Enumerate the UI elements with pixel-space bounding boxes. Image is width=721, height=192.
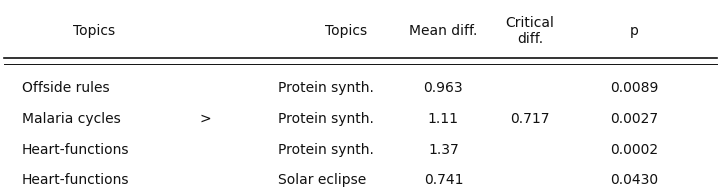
Text: 1.37: 1.37 — [428, 143, 459, 157]
Text: Heart-functions: Heart-functions — [22, 174, 129, 187]
Text: Heart-functions: Heart-functions — [22, 143, 129, 157]
Text: Topics: Topics — [73, 24, 115, 38]
Text: Solar eclipse: Solar eclipse — [278, 174, 366, 187]
Text: 0.0089: 0.0089 — [610, 81, 659, 95]
Text: 0.741: 0.741 — [424, 174, 463, 187]
Text: p: p — [630, 24, 639, 38]
Text: Protein synth.: Protein synth. — [278, 81, 373, 95]
Text: 0.0027: 0.0027 — [611, 112, 658, 126]
Text: Topics: Topics — [325, 24, 367, 38]
Text: 0.717: 0.717 — [510, 112, 549, 126]
Text: Malaria cycles: Malaria cycles — [22, 112, 120, 126]
Text: Offside rules: Offside rules — [22, 81, 110, 95]
Text: Protein synth.: Protein synth. — [278, 143, 373, 157]
Text: Critical
diff.: Critical diff. — [505, 16, 554, 46]
Text: Protein synth.: Protein synth. — [278, 112, 373, 126]
Text: 0.0002: 0.0002 — [611, 143, 658, 157]
Text: 1.11: 1.11 — [428, 112, 459, 126]
Text: >: > — [200, 112, 211, 126]
Text: 0.0430: 0.0430 — [611, 174, 658, 187]
Text: Mean diff.: Mean diff. — [410, 24, 477, 38]
Text: 0.963: 0.963 — [424, 81, 463, 95]
